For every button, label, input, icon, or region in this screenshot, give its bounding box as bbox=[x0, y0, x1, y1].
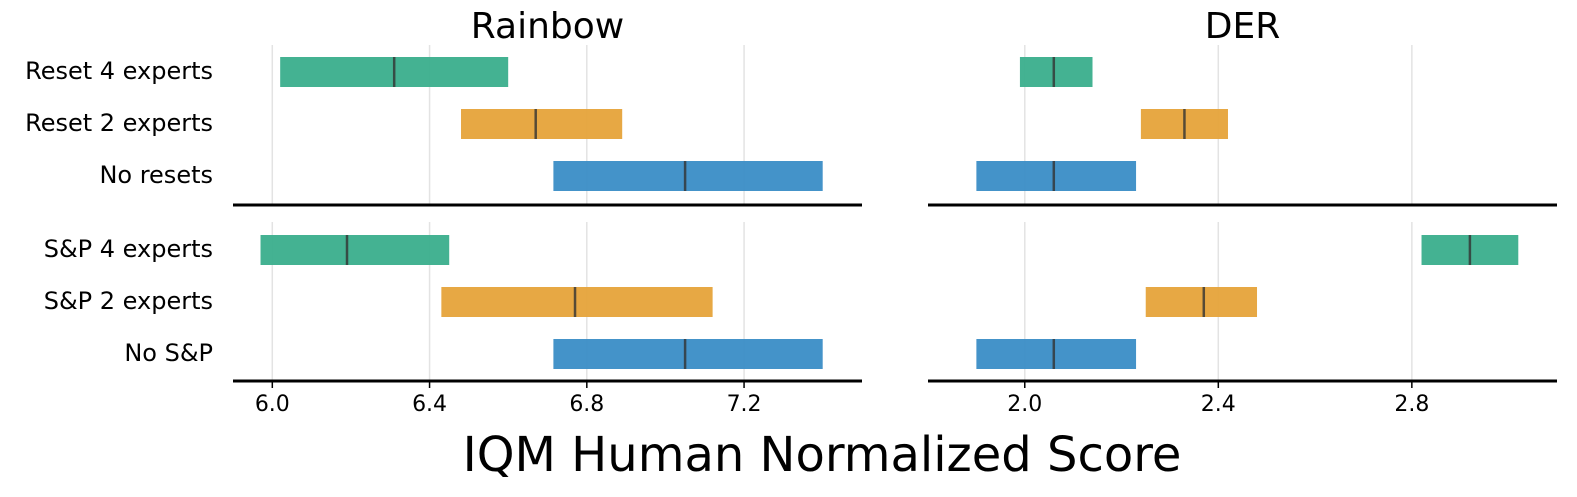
x-tick-label: 6.0 bbox=[255, 392, 290, 417]
panel-title: Rainbow bbox=[471, 6, 624, 47]
x-axis-label: IQM Human Normalized Score bbox=[463, 427, 1182, 483]
interval-bar bbox=[976, 339, 1137, 369]
x-tick-label: 2.8 bbox=[1394, 392, 1429, 417]
category-label: S&P 2 experts bbox=[44, 287, 213, 315]
interval-bar bbox=[1145, 287, 1258, 317]
category-label: Reset 4 experts bbox=[25, 57, 213, 85]
x-tick-label: 2.0 bbox=[1007, 392, 1042, 417]
interval-bar bbox=[1019, 57, 1093, 87]
category-label: S&P 4 experts bbox=[44, 235, 213, 263]
category-label: Reset 2 experts bbox=[25, 109, 213, 137]
interval-bar bbox=[976, 161, 1137, 191]
panel-title: DER bbox=[1205, 6, 1280, 47]
category-label: No S&P bbox=[124, 339, 213, 367]
x-tick-label: 6.8 bbox=[569, 392, 604, 417]
interval-bar bbox=[553, 161, 823, 191]
interval-bar bbox=[461, 109, 623, 139]
category-label: No resets bbox=[99, 161, 213, 189]
x-tick-label: 7.2 bbox=[727, 392, 762, 417]
interval-bar bbox=[260, 235, 450, 265]
interval-bar bbox=[441, 287, 713, 317]
x-tick-label: 6.4 bbox=[412, 392, 447, 417]
x-tick-label: 2.4 bbox=[1201, 392, 1236, 417]
interval-bar bbox=[553, 339, 823, 369]
